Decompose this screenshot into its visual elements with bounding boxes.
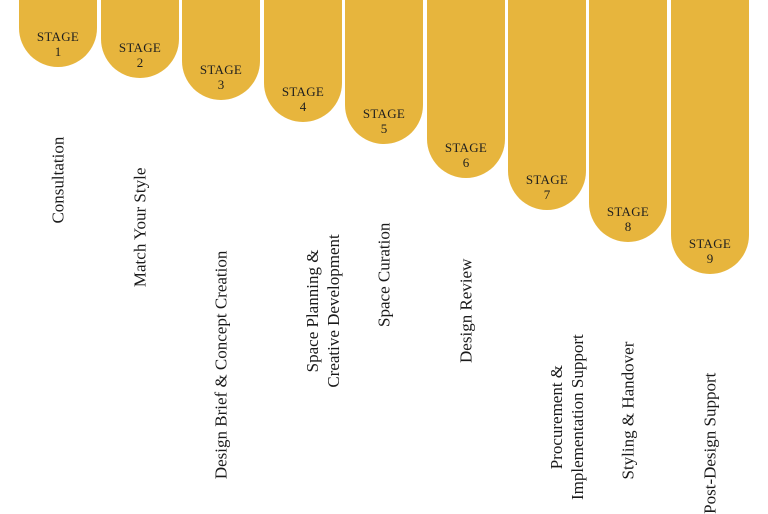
stage-1: STAGE 1 — [19, 0, 97, 469]
stage-tab: STAGE 5 — [345, 0, 423, 144]
stage-number: 3 — [217, 77, 225, 93]
stage-number: 1 — [54, 44, 62, 60]
stage-label: Match Your Style — [130, 167, 150, 288]
stage-word: STAGE — [199, 61, 243, 77]
stage-number: 9 — [706, 251, 714, 267]
stage-word: STAGE — [36, 28, 80, 44]
stage-tab: STAGE 4 — [264, 0, 342, 122]
stage-tab: STAGE 1 — [19, 0, 97, 67]
stage-number: 6 — [462, 155, 470, 171]
stage-2: STAGE 2 — [101, 0, 179, 469]
stage-word: STAGE — [688, 235, 732, 251]
stage-5: STAGE 5 — [345, 0, 423, 469]
stage-number: 8 — [624, 219, 632, 235]
stage-4: STAGE 4 — [264, 0, 342, 469]
stage-6: STAGE 6 — [427, 0, 505, 469]
stage-tab: STAGE 9 — [671, 0, 749, 274]
stage-tab: STAGE 3 — [182, 0, 260, 100]
stage-word: STAGE — [525, 171, 569, 187]
stage-label: Design Review — [456, 258, 476, 363]
stage-number: 5 — [380, 121, 388, 137]
stage-tab: STAGE 8 — [589, 0, 667, 242]
stage-tab: STAGE 6 — [427, 0, 505, 178]
stage-label: Space Curation — [374, 222, 394, 327]
stage-number: 7 — [543, 187, 551, 203]
stage-label: Procurement & Implementation Support — [546, 334, 587, 500]
stage-8: STAGE 8 — [589, 0, 667, 469]
stage-number: 2 — [136, 55, 144, 71]
stages-diagram: STAGE 1 STAGE 2 STAGE 3 STAGE 4 — [19, 0, 749, 514]
stage-word: STAGE — [281, 83, 325, 99]
stage-label: Consultation — [48, 136, 68, 224]
stage-word: STAGE — [362, 105, 406, 121]
stage-label: Styling & Handover — [618, 341, 638, 480]
stage-3: STAGE 3 — [182, 0, 260, 469]
stage-label: Design Brief & Concept Creation — [211, 250, 231, 480]
stage-tab: STAGE 7 — [508, 0, 586, 210]
stage-label: Post-Design Support — [700, 372, 720, 514]
stage-9: STAGE 9 — [671, 0, 749, 469]
stage-word: STAGE — [118, 39, 162, 55]
stage-number: 4 — [299, 99, 307, 115]
stage-tab: STAGE 2 — [101, 0, 179, 78]
stage-label: Space Planning & Creative Development — [302, 234, 343, 388]
stage-word: STAGE — [444, 139, 488, 155]
stage-word: STAGE — [606, 203, 650, 219]
stage-7: STAGE 7 — [508, 0, 586, 469]
